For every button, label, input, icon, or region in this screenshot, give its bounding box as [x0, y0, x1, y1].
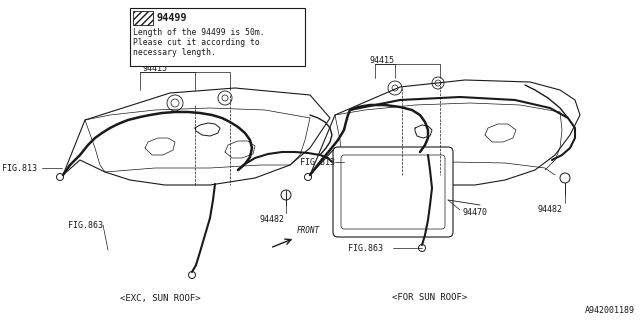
Text: 94499: 94499 [156, 13, 187, 23]
Text: 94482: 94482 [259, 215, 285, 224]
Text: FRONT: FRONT [297, 226, 320, 235]
Circle shape [285, 15, 295, 25]
Text: FIG.813: FIG.813 [2, 164, 37, 172]
Text: FIG.863: FIG.863 [348, 244, 383, 252]
Text: FIG.863: FIG.863 [68, 220, 103, 229]
Text: Length of the 94499 is 50m.: Length of the 94499 is 50m. [133, 28, 264, 37]
Text: 94415: 94415 [369, 55, 394, 65]
Bar [130, 8, 305, 66]
Circle shape [279, 9, 301, 31]
Text: Please cut it according to: Please cut it according to [133, 38, 260, 47]
Text: necessary length.: necessary length. [133, 48, 216, 57]
Text: FIG.813: FIG.813 [300, 157, 335, 166]
Text: 94415: 94415 [143, 63, 168, 73]
Text: 94470: 94470 [462, 207, 487, 217]
Text: 94482: 94482 [538, 205, 563, 214]
FancyBboxPatch shape [333, 147, 453, 237]
Bar [133, 11, 153, 25]
Text: <FOR SUN ROOF>: <FOR SUN ROOF> [392, 293, 468, 302]
Text: A942001189: A942001189 [585, 306, 635, 315]
FancyBboxPatch shape [341, 155, 445, 229]
Text: <EXC, SUN ROOF>: <EXC, SUN ROOF> [120, 293, 200, 302]
